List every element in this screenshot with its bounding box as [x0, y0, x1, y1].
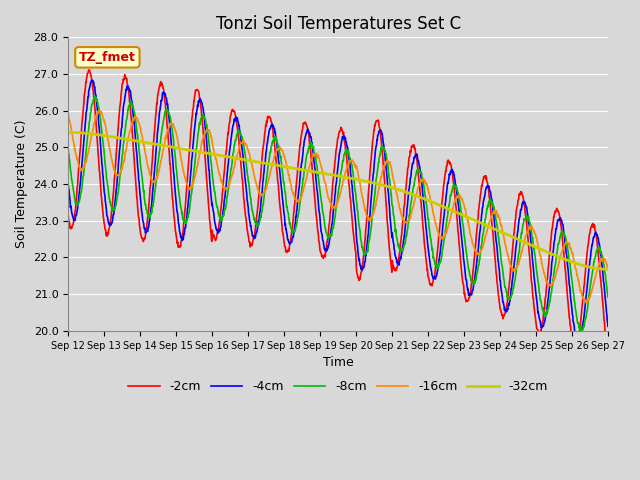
-2cm: [604, 350, 612, 356]
-2cm: [540, 305, 548, 311]
-32cm: [244, 157, 252, 163]
-16cm: [185, 185, 193, 191]
-16cm: [245, 150, 253, 156]
-2cm: [185, 160, 193, 166]
Y-axis label: Soil Temperature (C): Soil Temperature (C): [15, 120, 28, 248]
-2cm: [85, 67, 93, 73]
Legend: -2cm, -4cm, -8cm, -16cm, -32cm: -2cm, -4cm, -8cm, -16cm, -32cm: [124, 375, 553, 398]
-4cm: [540, 319, 548, 325]
-16cm: [540, 270, 548, 276]
-32cm: [422, 196, 429, 202]
Line: -4cm: -4cm: [68, 80, 608, 344]
-8cm: [245, 181, 253, 187]
-16cm: [582, 300, 589, 305]
Title: Tonzi Soil Temperatures Set C: Tonzi Soil Temperatures Set C: [216, 15, 461, 33]
-16cm: [172, 129, 179, 134]
-4cm: [245, 213, 253, 218]
-32cm: [492, 227, 500, 233]
-32cm: [172, 144, 179, 150]
-4cm: [64, 180, 72, 186]
-8cm: [172, 156, 179, 161]
Line: -32cm: -32cm: [68, 132, 608, 269]
-32cm: [604, 266, 612, 272]
-8cm: [604, 294, 612, 300]
Line: -2cm: -2cm: [68, 70, 608, 353]
-32cm: [540, 248, 548, 253]
-8cm: [185, 210, 193, 216]
-16cm: [64, 111, 72, 117]
-4cm: [185, 196, 193, 202]
-8cm: [577, 329, 585, 335]
X-axis label: Time: Time: [323, 356, 353, 369]
-4cm: [604, 324, 612, 329]
-2cm: [422, 256, 430, 262]
-2cm: [64, 213, 72, 218]
-2cm: [172, 229, 179, 235]
-2cm: [245, 239, 253, 244]
-8cm: [493, 220, 500, 226]
Line: -16cm: -16cm: [68, 111, 608, 302]
-16cm: [95, 108, 103, 114]
-8cm: [64, 145, 72, 151]
-4cm: [89, 77, 97, 83]
-32cm: [64, 130, 72, 135]
-16cm: [422, 180, 430, 186]
Text: TZ_fmet: TZ_fmet: [79, 51, 136, 64]
-8cm: [540, 311, 548, 316]
-8cm: [422, 199, 430, 205]
-4cm: [422, 225, 430, 231]
-32cm: [184, 147, 192, 153]
-2cm: [493, 272, 500, 278]
-4cm: [172, 191, 179, 196]
-4cm: [575, 341, 582, 347]
Line: -8cm: -8cm: [68, 96, 608, 332]
-16cm: [604, 266, 612, 272]
-16cm: [493, 208, 500, 214]
-4cm: [493, 240, 500, 246]
-8cm: [92, 94, 99, 99]
